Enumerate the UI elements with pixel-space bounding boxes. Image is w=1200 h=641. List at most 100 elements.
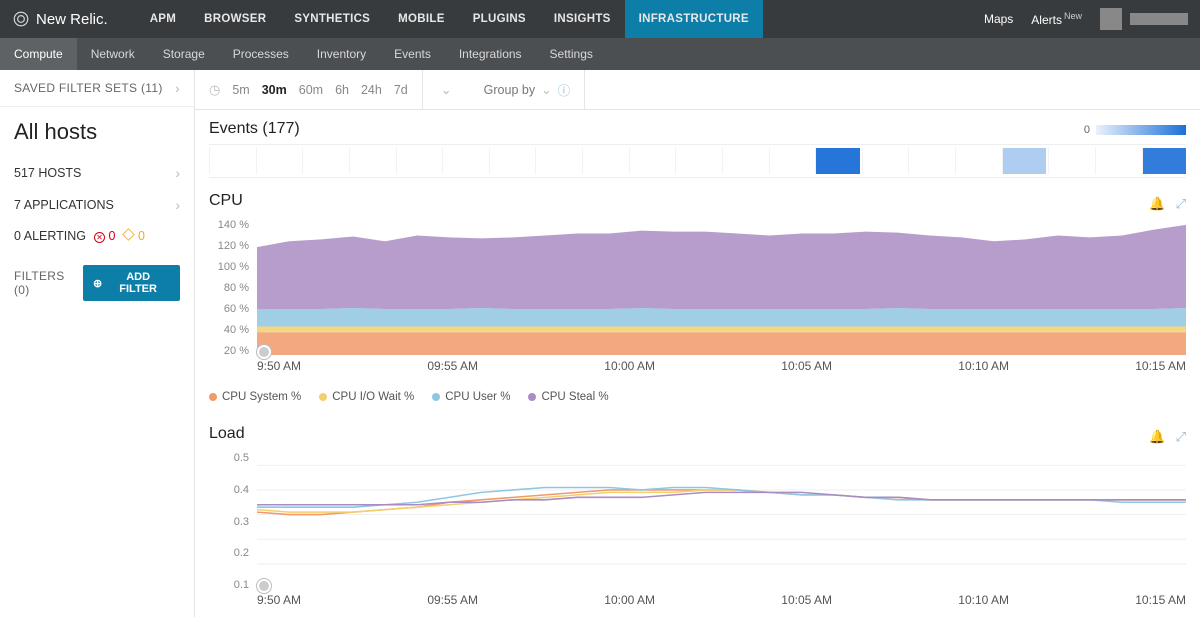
topnav-tab-synthetics[interactable]: SYNTHETICS <box>280 0 384 38</box>
warning-icon <box>123 228 135 240</box>
legend-item[interactable]: CPU Steal % <box>528 391 608 403</box>
alerting-label: 0 ALERTING <box>14 229 86 243</box>
subnav-tab-compute[interactable]: Compute <box>0 38 77 70</box>
maps-link[interactable]: Maps <box>984 12 1013 26</box>
topnav-tab-insights[interactable]: INSIGHTS <box>540 0 625 38</box>
event-cell[interactable] <box>862 148 907 174</box>
load-y-axis: 0.50.40.30.20.1 <box>209 449 253 594</box>
time-option-6h[interactable]: 6h <box>335 83 349 97</box>
hosts-link[interactable]: 517 HOSTS › <box>0 157 194 189</box>
add-filter-button[interactable]: ⊕ ADD FILTER <box>83 265 180 301</box>
event-cell[interactable] <box>256 148 301 174</box>
subnav-tab-processes[interactable]: Processes <box>219 38 303 70</box>
time-option-60m[interactable]: 60m <box>299 83 323 97</box>
swatch <box>528 393 536 401</box>
topnav-tab-mobile[interactable]: MOBILE <box>384 0 459 38</box>
subnav-tab-network[interactable]: Network <box>77 38 149 70</box>
subnav-tab-settings[interactable]: Settings <box>536 38 607 70</box>
time-option-24h[interactable]: 24h <box>361 83 382 97</box>
toolbar: ◷ 5m 30m 60m 6h 24h 7d ⌄ Group by ⌄ ⓘ <box>195 70 1200 110</box>
subnav-tab-inventory[interactable]: Inventory <box>303 38 380 70</box>
alerting-row: 0 ALERTING ✕ 0 0 <box>0 221 194 251</box>
load-chart[interactable]: 0.50.40.30.20.1 9:50 AM09:55 AM10:00 AM1… <box>209 449 1186 612</box>
event-cell[interactable] <box>629 148 674 174</box>
topnav-tab-browser[interactable]: BROWSER <box>190 0 280 38</box>
time-option-30m[interactable]: 30m <box>262 83 287 97</box>
events-legend: 0 <box>1084 124 1186 136</box>
subnav-tab-integrations[interactable]: Integrations <box>445 38 536 70</box>
event-cell[interactable] <box>1048 148 1093 174</box>
cpu-legend: CPU System % CPU I/O Wait % CPU User % CPU … <box>195 383 1200 415</box>
add-filter-label: ADD FILTER <box>106 271 170 295</box>
event-cell[interactable] <box>489 148 534 174</box>
event-cell[interactable] <box>1002 148 1047 174</box>
events-title: Events (177) <box>209 120 1186 138</box>
group-by[interactable]: Group by ⌄ ⓘ <box>470 70 585 109</box>
cpu-section: CPU 🔔 ⤢ 140 %120 %100 %80 %60 %40 %20 % … <box>195 182 1200 383</box>
legend-item[interactable]: CPU User % <box>432 391 510 403</box>
saved-filter-sets-row[interactable]: SAVED FILTER SETS (11) › <box>0 70 194 107</box>
critical-icon: ✕ <box>94 232 105 243</box>
subnav-tab-storage[interactable]: Storage <box>149 38 219 70</box>
events-legend-zero: 0 <box>1084 124 1090 136</box>
user-menu[interactable] <box>1100 8 1188 30</box>
chevron-right-icon: › <box>175 80 180 96</box>
applications-link[interactable]: 7 APPLICATIONS › <box>0 189 194 221</box>
help-icon[interactable]: ⓘ <box>558 80 571 99</box>
sub-nav: ComputeNetworkStorageProcessesInventoryE… <box>0 38 1200 70</box>
chevron-right-icon: › <box>175 197 180 213</box>
event-cell[interactable] <box>442 148 487 174</box>
event-cell[interactable] <box>955 148 1000 174</box>
saved-filter-sets-label: SAVED FILTER SETS (11) <box>14 81 163 95</box>
brand-logo[interactable]: New Relic. <box>12 10 108 28</box>
legend-item[interactable]: CPU I/O Wait % <box>319 391 414 403</box>
alerts-link[interactable]: AlertsNew <box>1031 11 1082 27</box>
event-cell[interactable] <box>209 148 254 174</box>
alerting-critical-count: 0 <box>109 229 116 243</box>
topnav-tabs: APMBROWSERSYNTHETICSMOBILEPLUGINSINSIGHT… <box>136 0 763 38</box>
expand-icon[interactable]: ⤢ <box>1176 429 1186 445</box>
event-cell[interactable] <box>675 148 720 174</box>
events-heatmap[interactable] <box>209 144 1186 178</box>
bell-icon[interactable]: 🔔 <box>1149 196 1165 212</box>
sidebar: SAVED FILTER SETS (11) › All hosts 517 H… <box>0 70 195 617</box>
newrelic-icon <box>12 10 30 28</box>
chevron-down-icon: ⌄ <box>541 82 551 97</box>
brand-text: New Relic. <box>36 11 108 28</box>
load-title: Load <box>209 425 245 443</box>
group-by-label: Group by <box>484 83 535 97</box>
swatch <box>209 393 217 401</box>
bell-icon[interactable]: 🔔 <box>1149 429 1165 445</box>
time-option-5m[interactable]: 5m <box>232 83 249 97</box>
legend-item[interactable]: CPU System % <box>209 391 301 403</box>
alerting-critical: ✕ 0 <box>94 229 115 243</box>
event-cell[interactable] <box>535 148 580 174</box>
event-cell[interactable] <box>769 148 814 174</box>
clock-icon: ◷ <box>209 82 220 98</box>
time-option-7d[interactable]: 7d <box>394 83 408 97</box>
topnav-right: Maps AlertsNew <box>984 8 1188 30</box>
time-range-dropdown[interactable]: ⌄ <box>441 82 452 98</box>
cpu-chart[interactable]: 140 %120 %100 %80 %60 %40 %20 % 9:50 AM0… <box>209 216 1186 379</box>
scrubber-handle[interactable] <box>257 579 271 593</box>
alerts-link-label: Alerts <box>1031 13 1062 27</box>
event-cell[interactable] <box>1142 148 1187 174</box>
event-cell[interactable] <box>722 148 767 174</box>
alerts-new-badge: New <box>1064 11 1082 21</box>
event-cell[interactable] <box>582 148 627 174</box>
event-cell[interactable] <box>908 148 953 174</box>
event-cell[interactable] <box>396 148 441 174</box>
expand-icon[interactable]: ⤢ <box>1176 196 1186 212</box>
subnav-tab-events[interactable]: Events <box>380 38 445 70</box>
sidebar-title: All hosts <box>0 107 194 157</box>
event-cell[interactable] <box>349 148 394 174</box>
event-cell[interactable] <box>815 148 860 174</box>
event-cell[interactable] <box>302 148 347 174</box>
event-cell[interactable] <box>1095 148 1140 174</box>
swatch <box>319 393 327 401</box>
topnav-tab-apm[interactable]: APM <box>136 0 190 38</box>
topnav-tab-plugins[interactable]: PLUGINS <box>459 0 540 38</box>
swatch <box>432 393 440 401</box>
topnav-tab-infrastructure[interactable]: INFRASTRUCTURE <box>625 0 763 38</box>
load-x-axis: 9:50 AM09:55 AM10:00 AM10:05 AM10:10 AM1… <box>257 589 1186 607</box>
